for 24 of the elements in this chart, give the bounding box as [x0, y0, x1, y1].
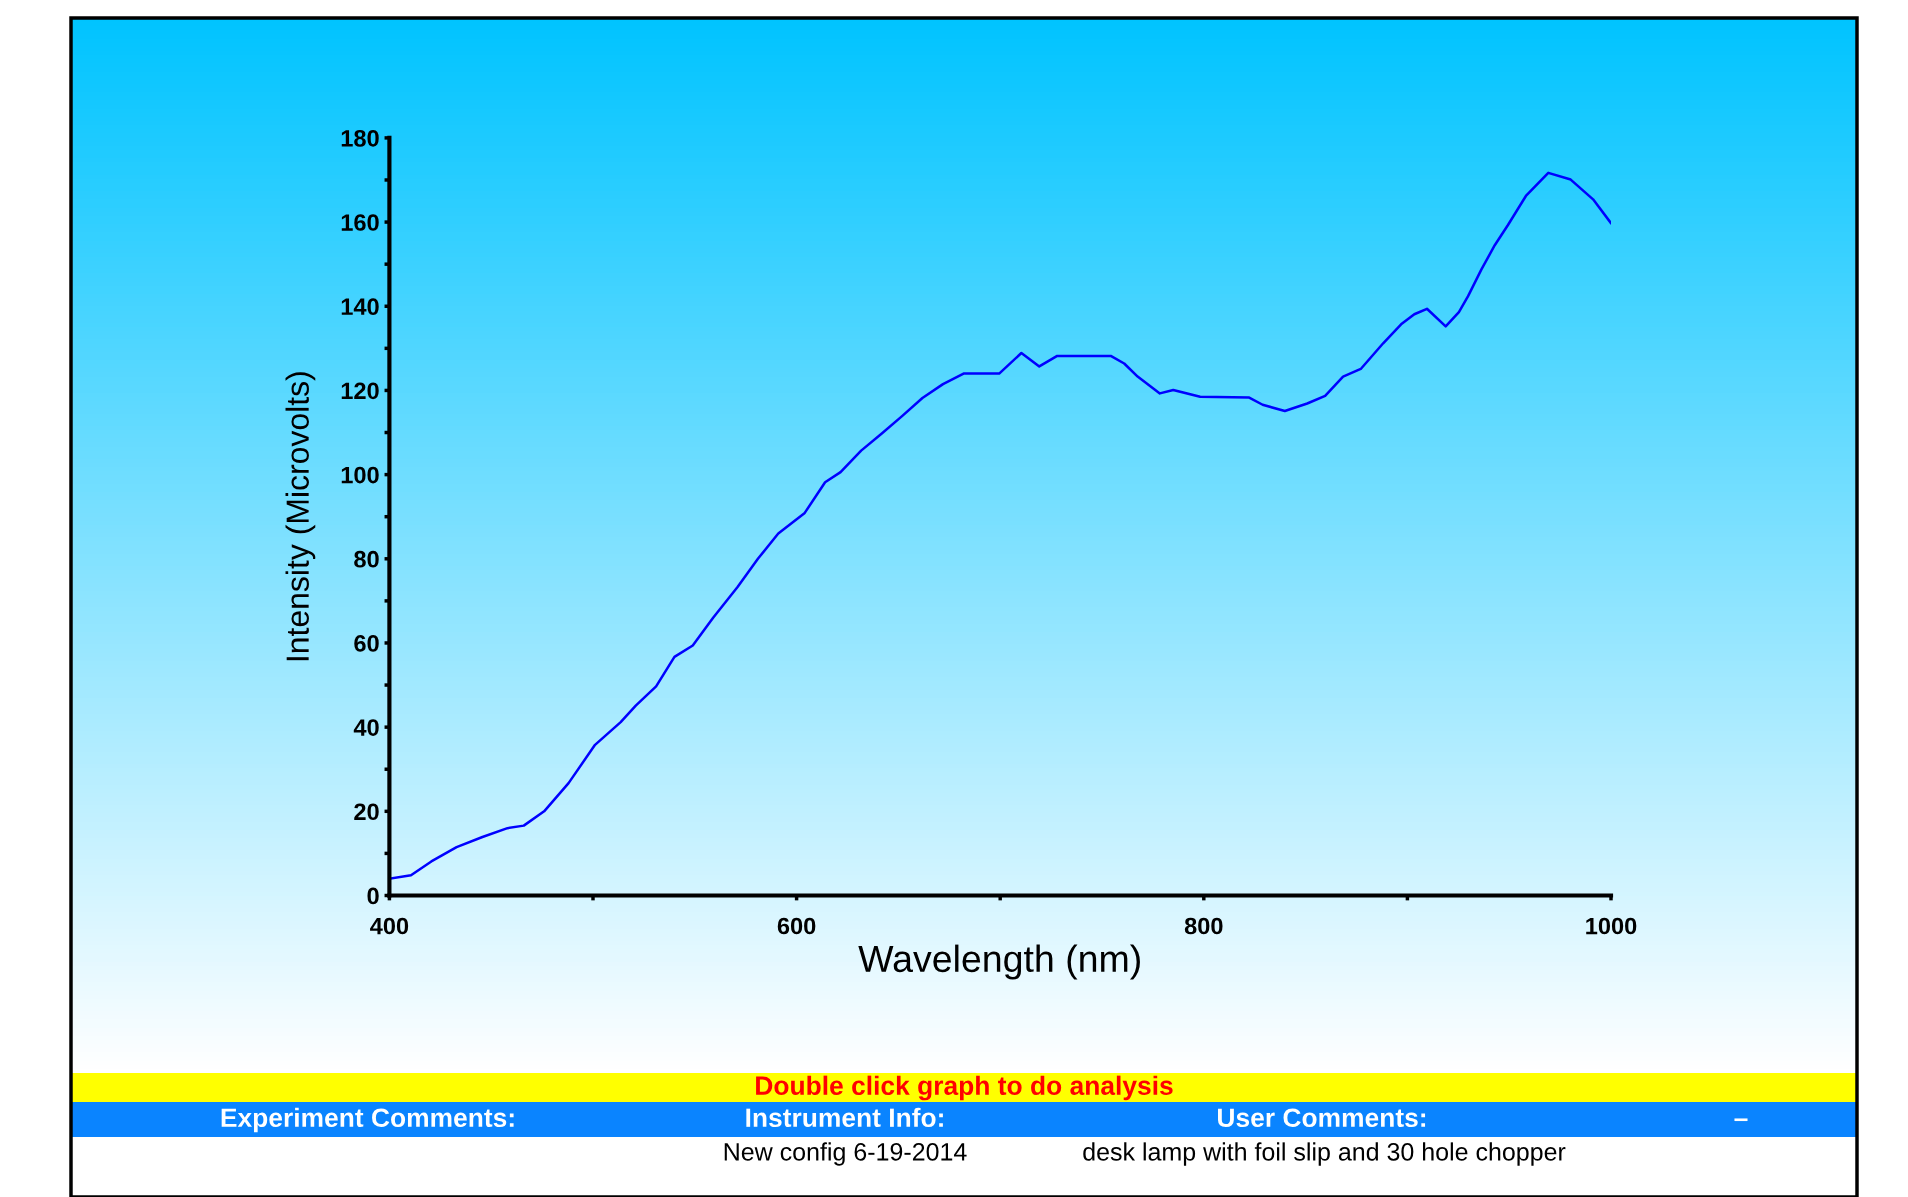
line-series — [389, 171, 1611, 880]
y-tick-label: 120 — [341, 382, 379, 400]
text: – — [1734, 1118, 1748, 1122]
x-tick-label: 800 — [1184, 917, 1223, 935]
y-tick-label: 0 — [367, 887, 379, 905]
x-axis-title: Wavelength (nm) — [858, 944, 1140, 980]
y-tick-label: 60 — [354, 635, 379, 652]
y-tick-label: 160 — [341, 214, 379, 231]
y-tick-label: 100 — [341, 466, 379, 484]
y-tick-label: 20 — [354, 803, 379, 821]
text: User Comments: — [1218, 1108, 1426, 1128]
y-tick-label: 80 — [354, 550, 379, 568]
y-tick-label: 180 — [341, 129, 379, 147]
x-tick-label: 1000 — [1586, 917, 1637, 935]
text: desk lamp with foil slip and 30 hole chopper — [1083, 1142, 1566, 1166]
text: Instrument Info: — [746, 1107, 943, 1128]
text: Experiment Comments: — [221, 1107, 514, 1133]
y-tick-label: 140 — [341, 298, 379, 316]
y-tick-label: 40 — [353, 719, 379, 736]
text: Double click graph to do analysis — [756, 1075, 1173, 1101]
x-tick-label: 600 — [777, 917, 816, 935]
y-axis-title: Intensity (Microvolts) — [285, 372, 316, 661]
x-tick-label: 400 — [370, 917, 409, 935]
text: New config 6-19-2014 — [724, 1142, 967, 1166]
